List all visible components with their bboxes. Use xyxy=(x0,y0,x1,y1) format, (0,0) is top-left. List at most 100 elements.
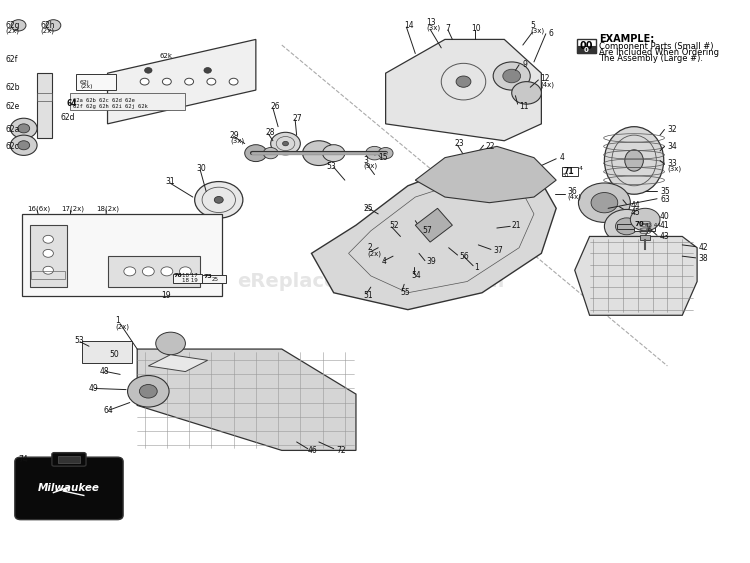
Circle shape xyxy=(46,20,61,31)
Circle shape xyxy=(140,385,158,398)
Text: 73: 73 xyxy=(203,275,212,279)
Text: 52: 52 xyxy=(389,221,399,230)
Text: 18 17: 18 17 xyxy=(182,274,198,278)
Text: (9x): (9x) xyxy=(364,163,377,169)
Circle shape xyxy=(512,82,542,104)
Text: 5: 5 xyxy=(530,21,535,30)
Bar xyxy=(562,167,578,176)
FancyBboxPatch shape xyxy=(15,457,123,520)
Circle shape xyxy=(503,69,520,83)
Text: 70: 70 xyxy=(634,221,644,227)
Text: 63: 63 xyxy=(660,195,670,204)
Text: eReplacementParts.com: eReplacementParts.com xyxy=(237,272,505,291)
Text: 71: 71 xyxy=(563,167,574,176)
Text: 62b: 62b xyxy=(5,83,20,92)
Polygon shape xyxy=(148,355,208,372)
Bar xyxy=(76,74,116,90)
Polygon shape xyxy=(107,256,200,287)
Text: (2x): (2x) xyxy=(40,28,55,34)
Ellipse shape xyxy=(283,141,289,146)
Circle shape xyxy=(630,208,660,231)
Circle shape xyxy=(604,209,649,243)
Text: 49: 49 xyxy=(89,384,99,393)
Ellipse shape xyxy=(230,78,238,85)
Bar xyxy=(58,456,80,463)
Text: 74: 74 xyxy=(19,455,28,464)
Bar xyxy=(640,235,650,240)
Text: Are Included When Ordering: Are Included When Ordering xyxy=(599,48,719,57)
Circle shape xyxy=(43,266,53,274)
Circle shape xyxy=(156,332,185,355)
Text: 38: 38 xyxy=(698,254,708,263)
Ellipse shape xyxy=(195,181,243,218)
Circle shape xyxy=(11,20,26,31)
Text: 51: 51 xyxy=(562,173,569,178)
Text: 50: 50 xyxy=(110,350,119,359)
Bar xyxy=(82,341,132,363)
Text: Component Parts (Small #): Component Parts (Small #) xyxy=(599,42,714,51)
Circle shape xyxy=(378,148,393,159)
Text: (4x): (4x) xyxy=(540,81,554,88)
Text: 31: 31 xyxy=(166,177,175,186)
Text: (3x): (3x) xyxy=(427,25,440,32)
Text: 36: 36 xyxy=(567,187,577,196)
Circle shape xyxy=(578,183,630,222)
Polygon shape xyxy=(574,236,697,315)
Text: 34: 34 xyxy=(668,142,677,151)
Text: 18(2x): 18(2x) xyxy=(97,205,119,212)
Bar xyxy=(70,93,185,110)
Circle shape xyxy=(43,249,53,257)
Text: 62e: 62e xyxy=(5,102,20,111)
Text: 0: 0 xyxy=(584,47,589,53)
FancyBboxPatch shape xyxy=(52,453,86,466)
Text: 51: 51 xyxy=(364,291,373,300)
Text: 9: 9 xyxy=(523,60,528,69)
Text: 64: 64 xyxy=(104,406,113,415)
Polygon shape xyxy=(311,158,556,310)
Text: 26: 26 xyxy=(271,102,280,111)
Polygon shape xyxy=(416,208,452,242)
Text: 00: 00 xyxy=(580,42,593,51)
Bar xyxy=(577,46,596,53)
Text: 23: 23 xyxy=(454,139,464,148)
Text: 10: 10 xyxy=(471,24,481,33)
Text: 62j: 62j xyxy=(80,80,90,84)
Text: 7: 7 xyxy=(445,24,450,33)
Text: 62f: 62f xyxy=(5,55,17,64)
Text: 21: 21 xyxy=(512,221,521,230)
Circle shape xyxy=(161,267,172,276)
Text: 16(6x): 16(6x) xyxy=(28,205,50,212)
Text: 44: 44 xyxy=(630,201,640,210)
Text: 55: 55 xyxy=(400,288,410,297)
Text: 76: 76 xyxy=(173,274,182,278)
Text: 62f 62g 62h 62i 62j 62k: 62f 62g 62h 62i 62j 62k xyxy=(73,105,148,109)
Text: 14: 14 xyxy=(404,21,414,30)
Text: 45: 45 xyxy=(645,227,652,232)
Circle shape xyxy=(124,267,136,276)
Text: 62a: 62a xyxy=(5,125,20,134)
Text: 72: 72 xyxy=(336,446,346,455)
Text: 64: 64 xyxy=(67,99,77,108)
Circle shape xyxy=(18,141,30,150)
Polygon shape xyxy=(137,349,356,450)
Text: 48: 48 xyxy=(100,367,109,376)
Text: 62d: 62d xyxy=(61,113,75,122)
Text: 17(2x): 17(2x) xyxy=(62,205,85,212)
Ellipse shape xyxy=(604,127,664,194)
Text: 4: 4 xyxy=(578,167,583,171)
Text: (2x): (2x) xyxy=(5,28,20,34)
Circle shape xyxy=(10,118,37,138)
Circle shape xyxy=(616,218,638,235)
Circle shape xyxy=(494,62,530,90)
Text: 39: 39 xyxy=(427,257,436,266)
Text: 46: 46 xyxy=(308,446,317,455)
Text: 2: 2 xyxy=(367,243,372,252)
Bar xyxy=(172,274,202,283)
Circle shape xyxy=(204,68,212,73)
Bar xyxy=(577,39,596,53)
Ellipse shape xyxy=(214,196,223,203)
Ellipse shape xyxy=(184,78,194,85)
Circle shape xyxy=(128,376,169,407)
Text: 53: 53 xyxy=(326,162,336,171)
Polygon shape xyxy=(37,73,52,138)
